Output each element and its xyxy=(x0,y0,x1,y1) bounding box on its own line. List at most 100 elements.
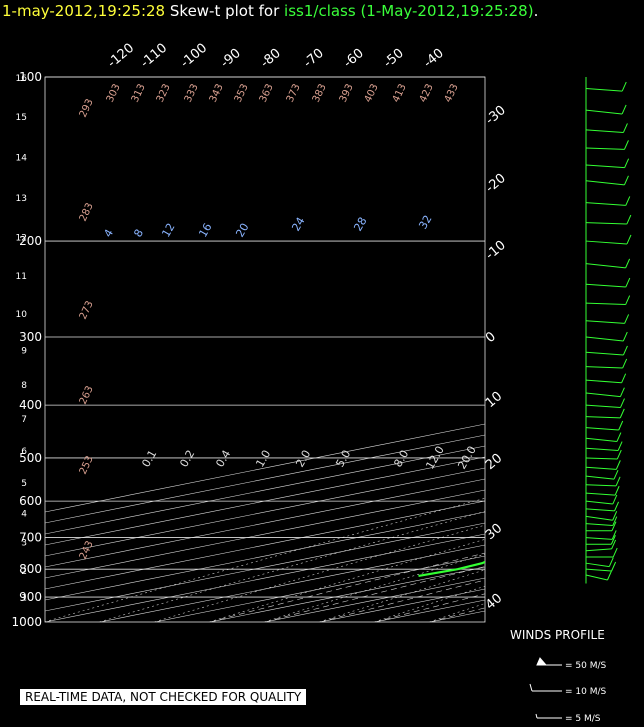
wind-barb xyxy=(585,508,615,512)
theta-label: 313 xyxy=(130,82,148,104)
theta-label: 323 xyxy=(155,82,173,104)
top-temperature-label: -100 xyxy=(178,41,210,71)
wind-barb xyxy=(585,475,615,480)
wind-barb xyxy=(585,351,624,356)
wind-barb-flag xyxy=(622,123,628,133)
isotherm-line xyxy=(45,478,485,568)
height-km-label: 16 xyxy=(16,74,28,84)
wind-barb-flag xyxy=(615,476,621,487)
legend-barb-5 xyxy=(535,713,562,719)
winds-profile-title: WINDS PROFILE xyxy=(510,628,605,642)
right-temperature-label: -30 xyxy=(483,103,509,128)
wind-barb xyxy=(585,548,612,552)
wind-barb-flag xyxy=(616,449,622,460)
wind-barb xyxy=(585,484,617,487)
pressure-label: 900 xyxy=(19,590,42,604)
theta-label: 353 xyxy=(233,82,251,104)
pressure-label: 800 xyxy=(19,562,42,576)
wind-barb-flag xyxy=(616,432,622,442)
height-km-label: 15 xyxy=(16,113,27,123)
height-km-label: 4 xyxy=(21,509,27,519)
wind-barb xyxy=(585,537,613,540)
right-temperature-label: -20 xyxy=(483,171,509,196)
wind-legend-5: = 5 M/S xyxy=(565,714,601,724)
wind-barb xyxy=(585,379,622,384)
wind-barb-flag xyxy=(614,485,620,496)
pressure-label: 1000 xyxy=(11,615,42,629)
height-km-label: 6 xyxy=(21,447,27,457)
top-temperature-label: -60 xyxy=(341,46,367,71)
saturation-label: 0.4 xyxy=(213,448,233,470)
title-plot-label: Skew-t plot for xyxy=(169,2,280,20)
wind-barb-flag xyxy=(626,214,632,225)
wind-barb xyxy=(585,574,608,581)
wind-barb-flag xyxy=(623,140,629,150)
top-temperature-label: -90 xyxy=(218,46,244,71)
isotherm-line xyxy=(45,423,485,513)
wind-barb-flag xyxy=(625,277,631,288)
dry-adiabat xyxy=(374,585,485,622)
height-km-label: 13 xyxy=(16,194,27,204)
saturation-label: 8.0 xyxy=(391,448,411,470)
height-km-label: 9 xyxy=(21,346,27,356)
saturation-label: 0.1 xyxy=(139,448,159,470)
height-km-label: 11 xyxy=(16,272,27,282)
mixing-ratio-label: 8 xyxy=(131,227,146,240)
wind-barb-flag xyxy=(621,104,627,115)
wind-barb xyxy=(585,222,627,225)
pressure-label: 300 xyxy=(19,330,42,344)
theta-label: 363 xyxy=(258,82,276,104)
wind-barb xyxy=(585,427,619,431)
wind-barb-flag xyxy=(611,561,617,572)
wind-barb xyxy=(585,437,617,443)
height-km-label: 12 xyxy=(16,233,27,243)
mixing-ratio-label: 32 xyxy=(416,213,434,232)
isotherm-line xyxy=(429,610,485,622)
dry-adiabat xyxy=(99,511,485,622)
wind-barb xyxy=(585,302,626,306)
wind-barb-flag xyxy=(617,441,623,451)
wind-barb xyxy=(585,320,625,324)
top-temperature-label: -70 xyxy=(301,46,327,71)
pressure-label: 100 xyxy=(19,70,42,84)
wind-barb-flag xyxy=(621,81,627,92)
legend-pennant-50 xyxy=(536,657,562,666)
quality-disclaimer: REAL-TIME DATA, NOT CHECKED FOR QUALITY xyxy=(20,689,307,705)
isotherm-line xyxy=(374,599,485,622)
top-temperature-label: -110 xyxy=(138,41,170,71)
wind-barb-flag xyxy=(615,460,621,470)
axis-labels: 1002003004005006007008009001000123456789… xyxy=(11,41,508,629)
wind-barb xyxy=(585,88,623,92)
wind-barb xyxy=(585,457,618,460)
wind-barb xyxy=(585,263,626,269)
plot-title: 1-may-2012,19:25:28 Skew-t plot for iss1… xyxy=(2,2,538,20)
right-temperature-label: 30 xyxy=(483,521,505,543)
top-temperature-label: -120 xyxy=(105,41,137,71)
wind-barb xyxy=(585,392,621,398)
height-km-label: 2 xyxy=(21,567,27,577)
theta-label: 303 xyxy=(105,82,123,104)
saturation-label: 1.0 xyxy=(253,448,273,470)
winds-legend-symbols xyxy=(529,657,562,719)
title-source: iss1/class (1-May-2012,19:25:28) xyxy=(284,2,534,20)
wind-barb-flag xyxy=(608,557,614,567)
wind-barb xyxy=(585,404,621,409)
wind-barb-flag xyxy=(619,387,625,397)
right-temperature-label: 20 xyxy=(483,451,505,473)
height-km-label: 1 xyxy=(21,594,27,604)
saturation-adiabat xyxy=(429,607,485,622)
wind-barb xyxy=(585,129,624,133)
theta-label: 403 xyxy=(363,82,381,104)
wind-barb xyxy=(585,336,624,342)
wind-barb xyxy=(585,568,612,572)
pressure-label: 200 xyxy=(19,234,42,248)
wind-barb xyxy=(585,492,616,496)
theta-label: 273 xyxy=(78,299,96,321)
height-km-label: 8 xyxy=(21,381,27,391)
title-period: . xyxy=(533,2,539,20)
dry-adiabat xyxy=(319,569,485,622)
saturation-label: 0.2 xyxy=(177,448,197,470)
isotherm-line xyxy=(45,456,485,546)
dry-adiabat xyxy=(209,539,485,622)
